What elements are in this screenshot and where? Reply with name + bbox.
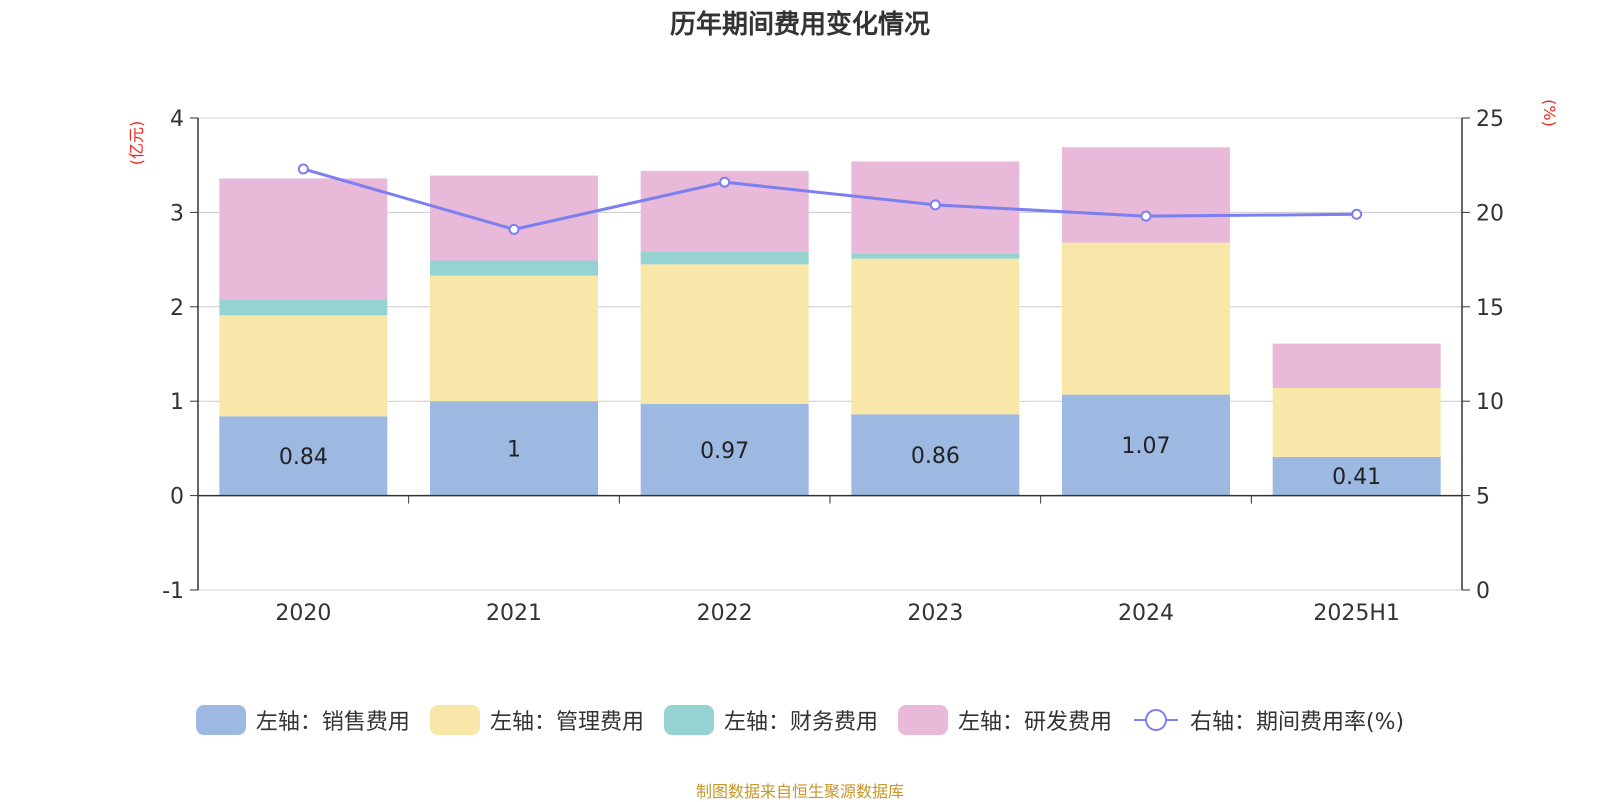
bar-segment bbox=[430, 175, 598, 261]
bar-segment bbox=[1062, 242, 1230, 395]
legend-item[interactable]: 左轴：财务费用 bbox=[663, 704, 878, 736]
axis-layer: -1 0 1 2 3 4 0 5 10 15 20 25 (亿元) (%) 2020 2021 2022 2023… bbox=[127, 99, 1559, 626]
data-label: 0.86 bbox=[911, 444, 960, 469]
data-label: 0.97 bbox=[700, 439, 749, 464]
bar-segment bbox=[1062, 147, 1230, 243]
y-left-tick-label: 3 bbox=[170, 201, 184, 226]
y-right-tick-label: 10 bbox=[1476, 390, 1504, 415]
x-tick-label: 2022 bbox=[697, 601, 753, 626]
legend-swatch bbox=[897, 705, 948, 735]
legend-item[interactable]: 右轴：期间费用率(%) bbox=[1132, 704, 1404, 736]
bar-segment bbox=[430, 260, 598, 276]
rate-point bbox=[929, 199, 941, 211]
chart-area: -1 0 1 2 3 4 0 5 10 15 20 25 (亿元) (%) 2020 2021 2022 2023… bbox=[127, 99, 1559, 626]
y-right-tick-label: 0 bbox=[1476, 579, 1490, 604]
y-right-tick-label: 25 bbox=[1476, 107, 1504, 132]
legend-line-marker-icon bbox=[1133, 709, 1178, 731]
x-tick-label: 2024 bbox=[1118, 601, 1174, 626]
chart-title: 历年期间费用变化情况 bbox=[669, 10, 930, 40]
y-left-tick-label: 4 bbox=[170, 107, 184, 132]
y-left-tick-label: 1 bbox=[170, 390, 184, 415]
legend-item[interactable]: 左轴：销售费用 bbox=[195, 704, 410, 736]
bar-segment bbox=[640, 264, 809, 405]
y-right-tick-label: 15 bbox=[1476, 296, 1504, 321]
bar-segment bbox=[851, 253, 1020, 259]
x-tick-label: 2020 bbox=[275, 601, 331, 626]
rate-point bbox=[508, 223, 520, 235]
bar-layer bbox=[219, 147, 1441, 496]
data-label: 1.07 bbox=[1122, 434, 1171, 459]
y-right-unit: (%) bbox=[1540, 99, 1559, 127]
bar-segment bbox=[851, 414, 1020, 496]
line-layer bbox=[297, 163, 1363, 235]
bar-segment bbox=[1062, 394, 1230, 496]
bar-segment bbox=[851, 258, 1020, 415]
data-label: 0.41 bbox=[1332, 465, 1381, 490]
rate-line bbox=[302, 167, 1357, 231]
bar-segment bbox=[430, 275, 598, 402]
x-tick-label: 2025H1 bbox=[1313, 601, 1400, 626]
y-left-tick-label: 2 bbox=[170, 296, 184, 321]
legend-swatch bbox=[429, 705, 480, 735]
y-left-tick-label: 0 bbox=[170, 485, 184, 510]
y-right-tick-label: 20 bbox=[1476, 201, 1504, 226]
x-tick-label: 2021 bbox=[486, 601, 542, 626]
legend-label: 右轴：期间费用率(%) bbox=[1189, 710, 1405, 735]
rate-point bbox=[719, 176, 731, 188]
y-left-tick-label: -1 bbox=[162, 579, 184, 604]
bar-segment bbox=[219, 315, 388, 417]
legend-item[interactable]: 左轴：研发费用 bbox=[897, 704, 1112, 736]
legend-label: 左轴：研发费用 bbox=[957, 710, 1112, 735]
y-right-tick-label: 5 bbox=[1476, 485, 1490, 510]
rate-point bbox=[1140, 210, 1152, 222]
bar-segment bbox=[430, 401, 598, 496]
bar-segment bbox=[1272, 343, 1441, 388]
bar-segment bbox=[219, 178, 388, 300]
data-label: 1 bbox=[507, 437, 521, 462]
bar-segment bbox=[219, 416, 388, 496]
bar-segment bbox=[640, 404, 809, 496]
legend-item[interactable]: 左轴：管理费用 bbox=[429, 704, 644, 736]
y-left-unit: (亿元) bbox=[127, 121, 146, 166]
legend: 左轴：销售费用 左轴：管理费用 左轴：财务费用 左轴：研发费用 右轴：期间费用率(%) bbox=[0, 704, 1600, 736]
bar-segment bbox=[640, 251, 809, 265]
label-layer: 0.84 1 0.97 0.86 1.07 0.41 bbox=[279, 434, 1381, 490]
rate-point bbox=[297, 163, 309, 175]
grid-layer bbox=[198, 117, 1462, 591]
bar-segment bbox=[1272, 456, 1441, 496]
legend-swatch bbox=[663, 705, 714, 735]
source-note: 制图数据来自恒生聚源数据库 bbox=[695, 782, 904, 801]
bar-segment bbox=[219, 299, 388, 316]
data-label: 0.84 bbox=[279, 445, 328, 470]
legend-label: 左轴：销售费用 bbox=[255, 710, 410, 735]
rate-point bbox=[1351, 208, 1363, 220]
legend-label: 左轴：管理费用 bbox=[489, 710, 644, 735]
x-tick-label: 2023 bbox=[907, 601, 963, 626]
legend-swatch bbox=[195, 705, 246, 735]
legend-label: 左轴：财务费用 bbox=[723, 710, 878, 735]
bar-segment bbox=[1272, 387, 1441, 457]
